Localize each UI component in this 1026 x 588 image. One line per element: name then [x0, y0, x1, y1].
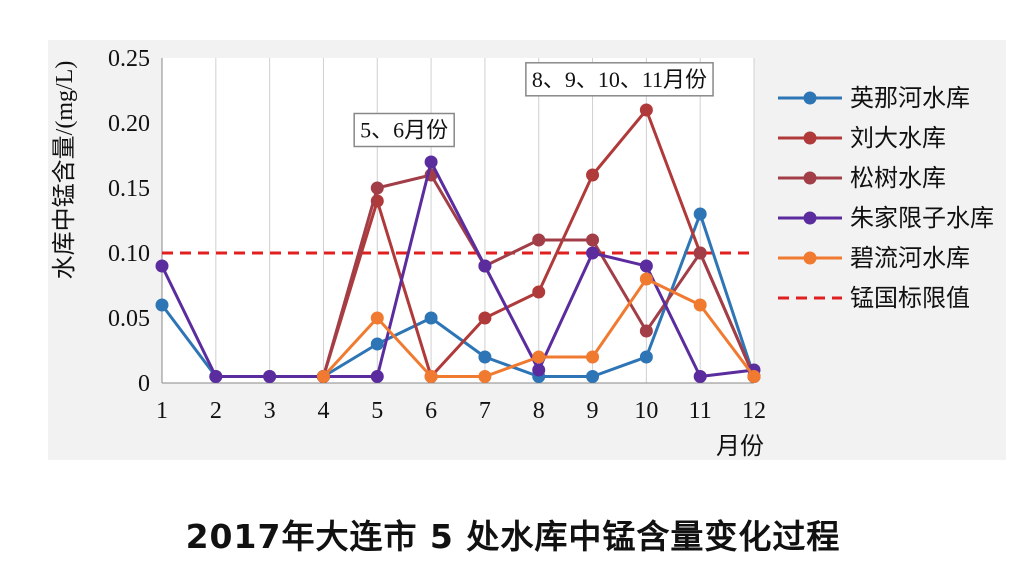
figure-caption: 2017年大连市 5 处水库中锰含量变化过程 — [185, 517, 841, 556]
y-tick-label: 0 — [138, 371, 150, 397]
legend-label: 英那河水库 — [850, 85, 970, 112]
data-point — [424, 370, 438, 383]
legend-marker — [803, 171, 817, 185]
legend-marker — [803, 131, 817, 145]
line-chart: 00.050.100.150.200.25 1 2 3 4 5 6 7 8 9 10 11 12 水库… — [48, 40, 1006, 460]
legend-item-6: 锰国标限值 — [778, 285, 970, 312]
data-point — [747, 370, 761, 383]
data-point — [478, 259, 492, 273]
data-point — [155, 259, 169, 273]
annotation-box — [525, 62, 714, 97]
legend-label: 锰国标限值 — [850, 285, 970, 312]
legend-marker — [803, 251, 817, 265]
y-tick-label: 0.10 — [108, 241, 150, 267]
y-tick-label: 0.15 — [108, 176, 150, 202]
y-tick-label: 0.20 — [108, 111, 150, 137]
x-tick-label: 7 — [479, 398, 491, 424]
x-axis-label: 月份 — [716, 433, 764, 460]
data-point — [155, 298, 169, 312]
x-tick-label: 8 — [533, 398, 545, 424]
data-point — [639, 259, 653, 273]
data-point — [370, 181, 384, 195]
legend-item-2: 刘大水库 — [778, 125, 946, 152]
y-axis-label: 水库中锰含量/(mg/L) — [51, 61, 78, 280]
series-group — [155, 103, 761, 383]
data-point — [370, 370, 384, 383]
data-point — [532, 285, 546, 299]
legend-label: 朱家限子水库 — [850, 205, 994, 232]
data-point — [693, 207, 707, 221]
data-point — [639, 350, 653, 364]
legend-marker — [803, 211, 817, 225]
annotation-text: 5、6月份 — [360, 118, 448, 143]
annotation-box — [353, 112, 455, 148]
y-tick-label: 0.25 — [108, 46, 150, 72]
data-point — [586, 168, 600, 182]
data-point — [478, 311, 492, 325]
data-point — [586, 246, 600, 260]
legend-item-5: 碧流河水库 — [778, 245, 970, 272]
legend-label: 刘大水库 — [850, 125, 946, 152]
data-point — [693, 246, 707, 260]
x-tick-label: 2 — [210, 398, 222, 424]
x-tick-label: 1 — [156, 398, 168, 424]
legend-item-4: 朱家限子水库 — [778, 205, 994, 232]
annotation-text: 8、9、10、11月份 — [532, 67, 707, 92]
data-point — [370, 337, 384, 351]
data-point — [532, 363, 546, 377]
legend-marker — [803, 91, 817, 105]
annotation-2: 8、9、10、11月份 — [525, 62, 714, 97]
x-tick-label: 3 — [264, 398, 276, 424]
data-point — [639, 272, 653, 286]
legend-label: 松树水库 — [850, 165, 946, 192]
data-point — [693, 370, 707, 383]
data-point — [263, 370, 277, 383]
annotation-1: 5、6月份 — [353, 112, 455, 148]
data-point — [478, 370, 492, 383]
x-tick-label: 12 — [742, 398, 766, 424]
data-point — [532, 350, 546, 364]
series-5 — [316, 272, 761, 383]
x-tick-label: 11 — [689, 398, 712, 424]
x-tick-labels: 1 2 3 4 5 6 7 8 9 10 11 12 — [156, 398, 766, 424]
data-point — [316, 370, 330, 383]
legend-item-3: 松树水库 — [778, 165, 946, 192]
annotations: 5、6月份 8、9、10、11月份 — [353, 62, 714, 148]
data-point — [209, 370, 223, 383]
x-tick-label: 5 — [371, 398, 383, 424]
x-tick-label: 9 — [587, 398, 599, 424]
data-point — [424, 311, 438, 325]
data-point — [639, 324, 653, 338]
legend-label: 碧流河水库 — [850, 245, 970, 272]
y-tick-label: 0.05 — [108, 306, 150, 332]
data-point — [532, 233, 546, 247]
x-tick-label: 6 — [425, 398, 437, 424]
data-point — [370, 311, 384, 325]
y-tick-labels: 0 0.05 0.10 0.15 0.20 0.25 — [108, 46, 150, 397]
data-point — [586, 370, 600, 383]
legend-item-1: 英那河水库 — [778, 85, 970, 112]
data-point — [586, 350, 600, 364]
data-point — [424, 155, 438, 169]
data-point — [586, 233, 600, 247]
x-tick-label: 4 — [317, 398, 329, 424]
data-point — [639, 103, 653, 117]
data-point — [478, 350, 492, 364]
data-point — [693, 298, 707, 312]
x-tick-label: 10 — [634, 398, 658, 424]
